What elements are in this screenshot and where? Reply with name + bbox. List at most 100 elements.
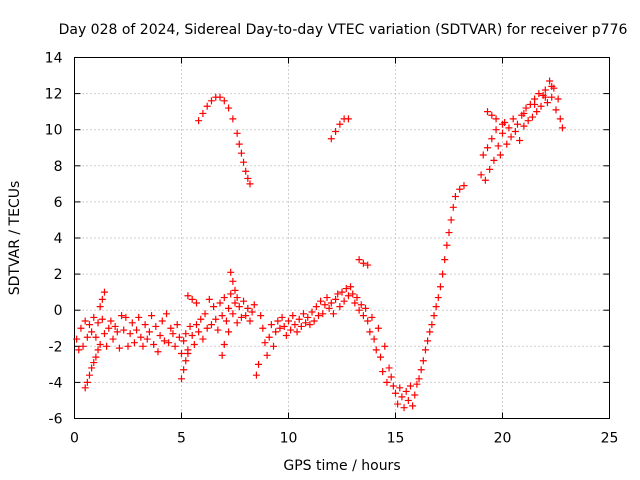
data-point <box>456 185 464 193</box>
data-point <box>317 297 325 305</box>
data-point <box>558 124 566 132</box>
series-arc-2 <box>327 115 352 143</box>
data-point <box>302 319 310 327</box>
data-point <box>344 115 352 123</box>
series-early-bump <box>96 288 200 311</box>
data-point <box>511 128 519 136</box>
data-point <box>340 297 348 305</box>
data-point <box>503 140 511 148</box>
data-point <box>336 303 344 311</box>
data-point <box>225 104 233 112</box>
data-point <box>244 174 252 182</box>
data-point <box>173 321 181 329</box>
data-point <box>118 312 126 320</box>
data-point <box>344 292 352 300</box>
data-point <box>130 339 138 347</box>
data-point <box>113 328 121 336</box>
data-point <box>492 126 500 134</box>
data-point <box>237 149 245 157</box>
data-point <box>233 319 241 327</box>
data-point <box>374 324 382 332</box>
data-point <box>289 312 297 320</box>
data-point <box>336 120 344 128</box>
data-point <box>188 331 196 339</box>
data-point <box>297 322 305 330</box>
y-tick-label: 6 <box>54 195 63 211</box>
data-point <box>385 364 393 372</box>
data-point <box>182 357 190 365</box>
data-point <box>492 115 500 123</box>
data-point <box>379 368 387 376</box>
series-dip-5 <box>178 328 263 383</box>
y-tick-label: -4 <box>49 375 63 391</box>
data-point <box>546 77 554 85</box>
data-point <box>509 115 517 123</box>
data-point <box>186 322 194 330</box>
data-point <box>192 321 200 329</box>
data-point <box>225 304 233 312</box>
data-point <box>334 290 342 298</box>
data-point <box>90 359 98 367</box>
data-point <box>216 93 224 101</box>
data-point <box>488 111 496 119</box>
data-point <box>389 382 397 390</box>
data-point <box>396 384 404 392</box>
data-point <box>199 335 207 343</box>
data-point <box>285 317 292 325</box>
data-point <box>105 324 113 332</box>
data-point <box>323 294 331 302</box>
data-point <box>109 335 117 343</box>
data-point <box>353 294 361 302</box>
data-point <box>137 333 145 341</box>
data-point <box>513 120 521 128</box>
data-point <box>430 312 438 320</box>
data-point <box>524 117 532 125</box>
data-point <box>148 312 156 320</box>
data-point <box>541 93 549 101</box>
data-point <box>246 180 254 188</box>
data-point <box>122 313 130 321</box>
data-point <box>154 348 162 356</box>
data-point <box>535 90 543 98</box>
data-point <box>372 346 380 354</box>
data-point <box>449 203 457 211</box>
data-point <box>312 303 320 311</box>
data-point <box>92 333 100 341</box>
data-point <box>90 313 98 321</box>
data-point <box>325 304 333 312</box>
data-point <box>304 313 312 321</box>
data-point <box>554 95 562 103</box>
data-point <box>203 102 211 110</box>
y-axis-label: SDTVAR / TECUs <box>7 181 23 296</box>
data-point <box>404 396 412 404</box>
data-point <box>237 313 245 321</box>
data-point <box>507 133 515 141</box>
data-point <box>533 108 541 116</box>
data-point <box>233 129 241 137</box>
data-point <box>242 312 250 320</box>
data-point <box>139 342 147 350</box>
data-point <box>210 303 218 311</box>
data-point <box>291 321 299 329</box>
data-point <box>248 308 256 316</box>
data-point <box>332 128 340 136</box>
data-point <box>295 315 303 323</box>
data-point <box>349 290 357 298</box>
data-point <box>432 303 440 311</box>
y-tick-label: -2 <box>49 339 63 355</box>
data-point <box>278 313 286 321</box>
data-point <box>73 335 81 343</box>
data-point <box>282 331 290 339</box>
data-point <box>494 142 502 150</box>
data-point <box>366 328 374 336</box>
data-point <box>520 109 528 117</box>
data-point <box>413 380 421 388</box>
data-point <box>85 321 93 329</box>
data-point <box>441 256 449 264</box>
data-point <box>184 350 192 358</box>
data-point <box>94 319 102 327</box>
data-point <box>314 312 322 320</box>
data-point <box>212 315 220 323</box>
data-point <box>182 330 190 338</box>
data-point <box>107 317 115 325</box>
